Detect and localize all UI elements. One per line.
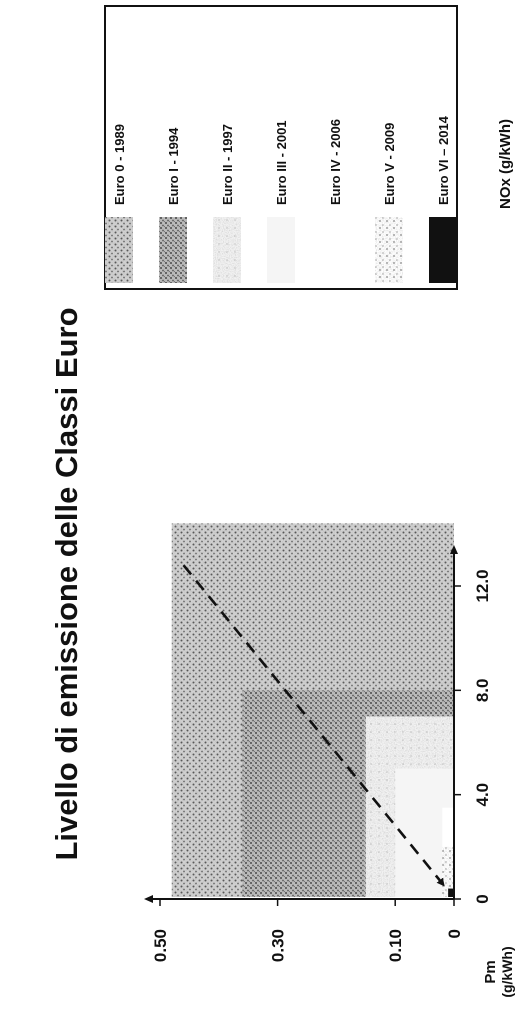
y-tick-label: 0.50 xyxy=(151,929,170,962)
y-tick-label: 0 xyxy=(445,929,464,938)
area-6 xyxy=(448,888,454,897)
x-tick-label: 0 xyxy=(473,894,492,903)
x-axis-arrowhead xyxy=(450,545,458,554)
area-texture-5 xyxy=(442,846,454,897)
y-axis-arrowhead xyxy=(144,895,153,903)
chart-title: Livello di emissione delle Classi Euro xyxy=(49,307,84,860)
legend-label: Euro 0 - 1989 xyxy=(112,124,127,205)
x-tick-label: 8.0 xyxy=(473,679,492,703)
legend-swatch-texture xyxy=(159,217,187,283)
y-axis-label-unit-name: Pm xyxy=(482,960,499,983)
legend-swatch-texture xyxy=(213,217,241,283)
trend-arrow xyxy=(182,564,445,887)
x-tick-label: 12.0 xyxy=(473,569,492,602)
legend-label: Euro II - 1997 xyxy=(220,124,235,205)
y-axis-label-unit: (g/kWh) xyxy=(499,946,515,997)
legend-label: Euro III - 2001 xyxy=(274,120,289,205)
legend-label: Euro V - 2009 xyxy=(382,123,397,205)
legend-swatch xyxy=(321,217,349,283)
y-tick-label: 0.30 xyxy=(269,929,288,962)
legend-label: Euro I - 1994 xyxy=(166,127,181,205)
legend-box xyxy=(104,5,458,290)
y-tick-label: 0.10 xyxy=(386,929,405,962)
x-axis-label: NOx (g/kWh) xyxy=(497,119,514,209)
legend-label: Euro IV - 2006 xyxy=(328,119,343,205)
legend-swatch xyxy=(267,217,295,283)
area-3 xyxy=(395,768,455,897)
legend-swatch xyxy=(429,217,457,283)
x-tick-label: 4.0 xyxy=(473,783,492,807)
legend-swatch-texture xyxy=(105,217,133,283)
legend-swatch-texture xyxy=(375,217,403,283)
legend-label: Euro VI – 2014 xyxy=(436,115,451,205)
